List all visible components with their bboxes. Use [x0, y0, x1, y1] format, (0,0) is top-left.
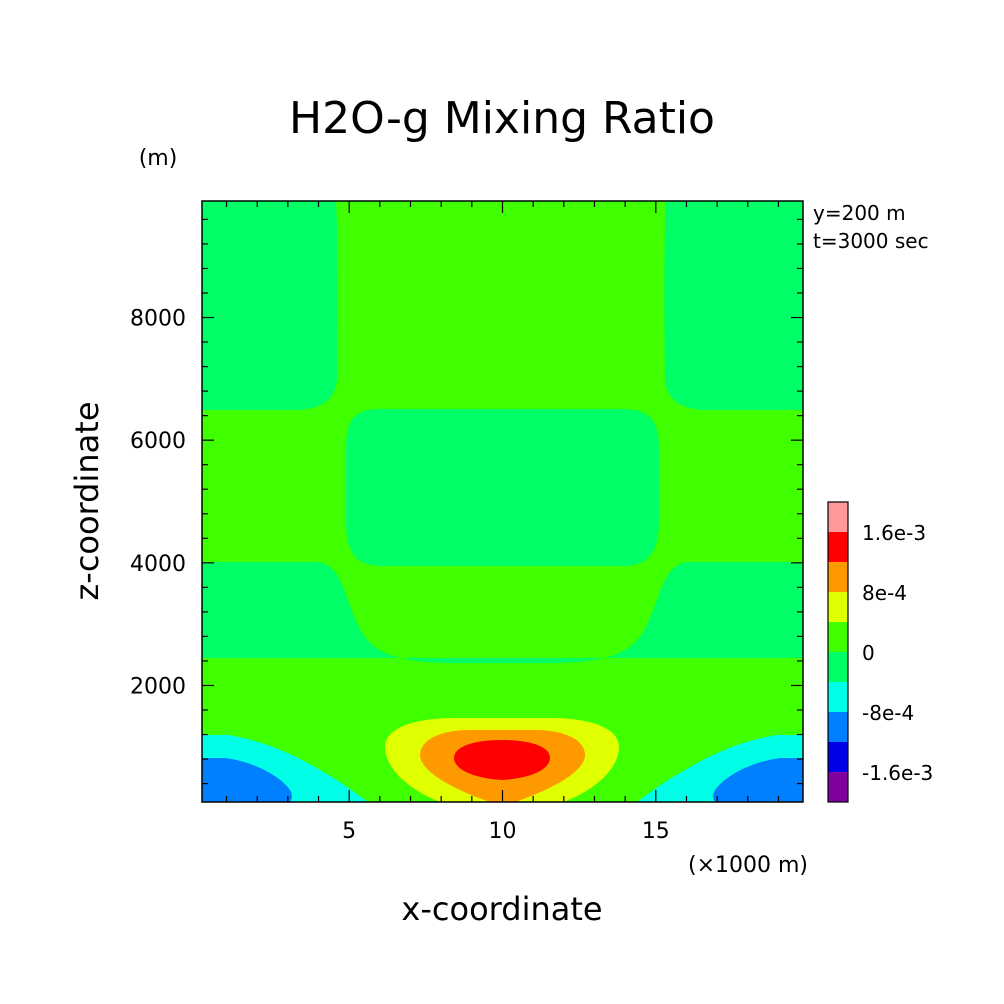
axis-ticks: [202, 201, 803, 802]
y-axis-label: z-coordinate: [68, 401, 106, 600]
x-unit-label: (×1000 m): [688, 853, 808, 878]
colorbar-segment: [828, 742, 848, 772]
colorbar-segment: [828, 502, 848, 532]
colorbar-segment: [828, 682, 848, 712]
region-surface-left-blue: [202, 758, 292, 802]
colorbar-segment: [828, 532, 848, 562]
colorbar-label: 8e-4: [862, 581, 907, 605]
x-tick-label: 10: [489, 819, 517, 844]
colorbar-segment: [828, 592, 848, 622]
region-mid-bubble: [346, 409, 659, 566]
region-plume-core: [454, 740, 550, 780]
x-tick-labels: 5 10 15: [342, 819, 670, 844]
contour-fill: [202, 201, 803, 802]
y-tick-label: 8000: [130, 307, 186, 332]
y-tick-label: 6000: [130, 429, 186, 454]
colorbar-frame: [827, 501, 849, 803]
colorbar-label: 0: [862, 641, 875, 665]
colorbar: 1.6e-3 8e-4 0 -8e-4 -1.6e-3: [827, 501, 933, 803]
colorbar-label: -8e-4: [862, 701, 914, 725]
colorbar-segment: [828, 772, 848, 802]
region-surface-right-blue: [713, 758, 803, 802]
colorbar-segment: [828, 622, 848, 652]
x-axis-label: x-coordinate: [401, 890, 602, 928]
y-unit-label: (m): [139, 146, 178, 171]
y-tick-label: 2000: [130, 674, 186, 699]
annotation-y: y=200 m: [813, 201, 906, 225]
region-top-left: [202, 201, 338, 410]
y-tick-labels: 2000 4000 6000 8000: [130, 307, 186, 700]
colorbar-segment: [828, 712, 848, 742]
region-lower-band: [202, 562, 803, 663]
x-tick-label: 15: [642, 819, 670, 844]
annotation-t: t=3000 sec: [813, 229, 929, 253]
chart-title: H2O-g Mixing Ratio: [289, 93, 715, 144]
colorbar-label: -1.6e-3: [862, 761, 933, 785]
colorbar-segment: [828, 562, 848, 592]
x-tick-label: 5: [342, 819, 356, 844]
colorbar-segment: [828, 652, 848, 682]
colorbar-label: 1.6e-3: [862, 521, 926, 545]
y-tick-label: 4000: [130, 552, 186, 577]
region-top-right: [664, 201, 803, 410]
